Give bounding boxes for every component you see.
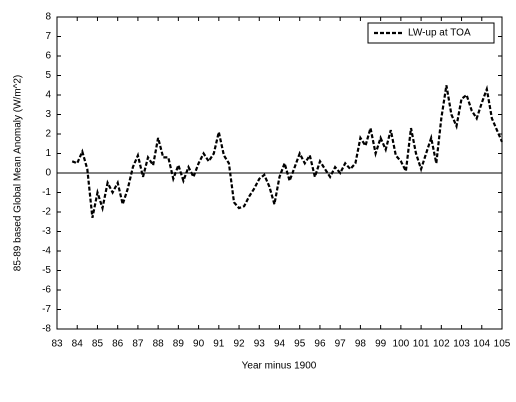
x-tick-label: 100 bbox=[393, 339, 410, 350]
x-tick-label: 83 bbox=[51, 339, 63, 350]
x-tick-label: 87 bbox=[132, 339, 144, 350]
x-tick-label: 92 bbox=[233, 339, 245, 350]
x-tick-label: 86 bbox=[112, 339, 124, 350]
y-tick-label: 2 bbox=[45, 129, 51, 140]
x-tick-label: 99 bbox=[375, 339, 387, 350]
y-tick-label: 3 bbox=[45, 109, 51, 120]
y-tick-label: -4 bbox=[42, 246, 51, 257]
x-tick-label: 93 bbox=[254, 339, 266, 350]
y-tick-label: -5 bbox=[42, 265, 51, 276]
x-tick-label: 94 bbox=[274, 339, 286, 350]
data-line bbox=[71, 84, 504, 219]
y-tick-label: 0 bbox=[45, 168, 51, 179]
y-tick-label: 7 bbox=[45, 31, 51, 42]
x-tick-label: 90 bbox=[193, 339, 205, 350]
y-axis-label: 85-89 based Global Mean Anomaly (W/m^2) bbox=[13, 75, 24, 271]
x-tick-label: 97 bbox=[335, 339, 347, 350]
y-tick-label: -6 bbox=[42, 285, 51, 296]
y-tick-label: -7 bbox=[42, 304, 51, 315]
x-tick-label: 105 bbox=[494, 339, 511, 350]
legend-box bbox=[367, 22, 495, 44]
y-tick-label: 8 bbox=[45, 12, 51, 23]
x-tick-label: 103 bbox=[453, 339, 470, 350]
y-tick-label: 5 bbox=[45, 70, 51, 81]
y-tick-label: -8 bbox=[42, 324, 51, 335]
y-tick-label: -2 bbox=[42, 207, 51, 218]
x-tick-label: 101 bbox=[413, 339, 430, 350]
x-tick-label: 104 bbox=[473, 339, 490, 350]
x-tick-label: 98 bbox=[355, 339, 367, 350]
x-tick-label: 102 bbox=[433, 339, 450, 350]
y-tick-label: -3 bbox=[42, 226, 51, 237]
x-tick-label: 84 bbox=[72, 339, 84, 350]
x-tick-label: 95 bbox=[294, 339, 306, 350]
legend-label: LW-up at TOA bbox=[408, 28, 471, 39]
y-tick-label: -1 bbox=[42, 187, 51, 198]
y-tick-label: 4 bbox=[45, 90, 51, 101]
x-tick-label: 89 bbox=[173, 339, 185, 350]
x-tick-label: 85 bbox=[92, 339, 104, 350]
x-tick-label: 96 bbox=[314, 339, 326, 350]
y-tick-label: 6 bbox=[45, 51, 51, 62]
x-axis-label: Year minus 1900 bbox=[242, 361, 317, 372]
y-tick-label: 1 bbox=[45, 148, 51, 159]
x-tick-label: 91 bbox=[213, 339, 225, 350]
x-tick-label: 88 bbox=[153, 339, 165, 350]
